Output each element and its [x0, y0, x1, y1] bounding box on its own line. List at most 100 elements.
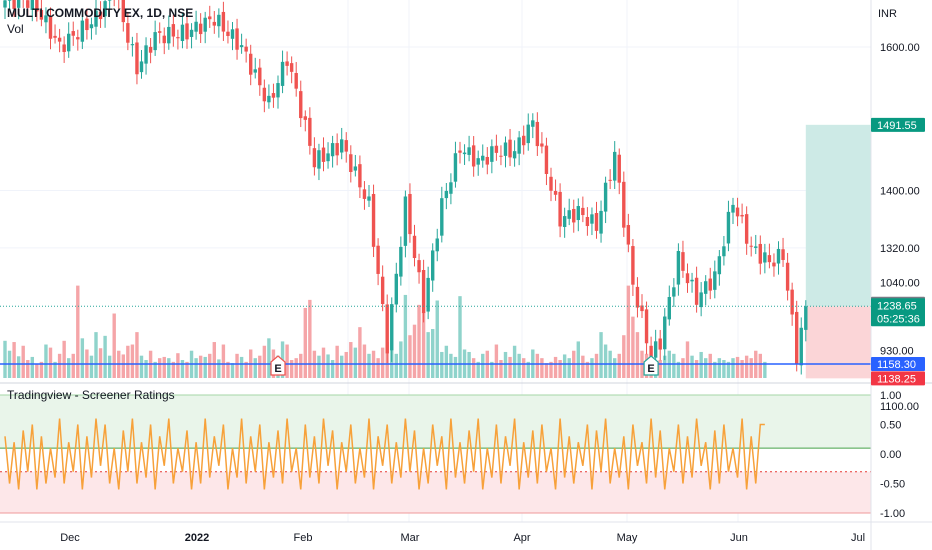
time-tick-label: Jul [851, 532, 865, 544]
time-axis[interactable]: Dec 2022 Feb Mar Apr May Jun Jul [60, 532, 865, 544]
long-position-tool[interactable] [805, 124, 871, 379]
volume-bar [567, 358, 571, 378]
volume-bar [672, 353, 676, 378]
volume-bar [622, 335, 626, 378]
volume-bar [226, 361, 230, 378]
volume-bar [494, 344, 499, 378]
volume-bar [508, 356, 512, 378]
volume-bar [44, 344, 48, 378]
candle-body [258, 67, 262, 86]
candle-body [153, 32, 157, 51]
candle-body [599, 210, 603, 234]
candle-body [626, 225, 631, 245]
candle-body [253, 69, 257, 73]
volume-bar [726, 361, 731, 378]
volume-bar [613, 358, 617, 378]
candle-body [440, 198, 444, 236]
candle-body [167, 26, 171, 44]
volume-bar [326, 354, 330, 378]
candle-body [553, 190, 558, 195]
volume-bar [553, 356, 558, 378]
candle-body [635, 286, 640, 308]
candle-body [285, 61, 289, 66]
candle-body [71, 31, 75, 36]
candle-body [667, 296, 671, 320]
price-tick-label: 1100.00 [880, 401, 919, 413]
candle-body [226, 31, 230, 36]
volume-bar [540, 358, 544, 378]
candle-body [631, 246, 635, 285]
candle-body [708, 278, 712, 291]
candle-body [317, 150, 321, 169]
volume-bar [194, 358, 198, 378]
candle-body [544, 145, 549, 174]
candle-body [35, 0, 39, 12]
candle-body [3, 0, 7, 8]
volume-bar [244, 361, 248, 378]
candle-body [421, 270, 426, 314]
volume-bar [744, 355, 749, 378]
volume-bar [431, 329, 435, 378]
candle-body [795, 311, 799, 364]
candle-body [30, 0, 34, 10]
candle-body [135, 42, 139, 75]
time-tick-label: Jun [730, 532, 748, 544]
candle-body [367, 196, 371, 201]
symbol-title[interactable]: MULTI COMMODITY EX, 1D, NSE [7, 6, 193, 20]
volume-bar [208, 353, 212, 378]
horizontal-lines[interactable] [0, 305, 871, 365]
candle-body [189, 29, 194, 37]
indicator-tick-label: 0.00 [880, 449, 901, 461]
volume-bar [349, 342, 353, 378]
candle-body [294, 73, 298, 89]
candle-body [462, 152, 467, 155]
candle-body [358, 164, 362, 188]
volume-bar [344, 351, 348, 378]
candle-body [208, 16, 212, 20]
candle-body [740, 214, 744, 217]
candle-body [749, 245, 753, 247]
candle-body [558, 191, 562, 227]
candle-body [426, 277, 430, 312]
candle-body [230, 29, 235, 39]
rating-line [4, 418, 765, 490]
price-tick-label: 1400.00 [880, 186, 920, 198]
time-tick-label: May [617, 532, 638, 544]
candle-body [67, 33, 71, 52]
volume-bar [80, 338, 85, 378]
candle-body [221, 11, 226, 32]
currency-label[interactable]: INR [878, 8, 897, 20]
volume-bar [103, 335, 107, 378]
price-tag-label: 1238.65 [877, 300, 917, 312]
candle-body [280, 61, 285, 86]
candle-body [704, 281, 708, 294]
volume-bar [490, 361, 494, 378]
candle-body [12, 0, 16, 9]
earnings-marker [643, 355, 659, 376]
indicator-title[interactable]: Tradingview - Screener Ratings [7, 388, 175, 402]
price-tags: 1491.551242.251238.6505:25:361158.301138… [871, 117, 925, 386]
volume-bar [403, 294, 408, 378]
volume-bar [603, 344, 608, 378]
volume-bar [94, 332, 98, 378]
volume-legend-label[interactable]: Vol [7, 22, 24, 36]
candle-body [590, 214, 594, 224]
candle-body [385, 304, 389, 354]
volume-bar [53, 361, 57, 378]
indicator-tick-label: -1.00 [880, 508, 905, 520]
candle-body [790, 289, 794, 315]
candle-body [458, 150, 462, 153]
candle-body [481, 155, 485, 161]
volume-bar [449, 353, 453, 378]
time-tick-label: 2022 [185, 532, 209, 544]
candle-body [144, 45, 148, 64]
price-tag [871, 371, 925, 386]
candle-body [126, 23, 130, 43]
price-candles [3, 0, 808, 375]
candle-body [444, 190, 449, 199]
candle-body [485, 156, 489, 165]
volume-bar [763, 361, 767, 378]
candle-body [431, 250, 435, 281]
